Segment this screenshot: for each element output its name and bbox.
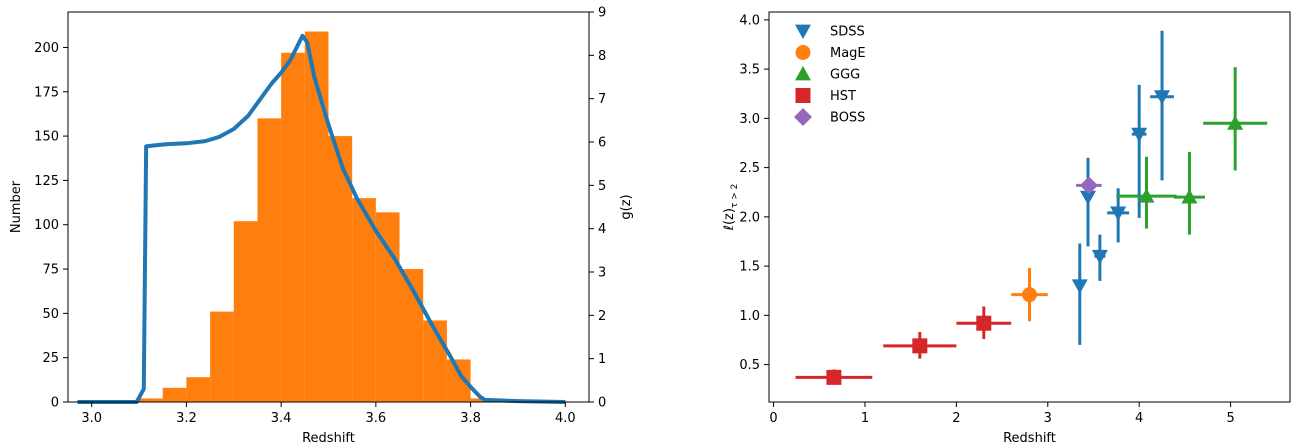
right-y-axis-title-main: ℓ(z) (722, 208, 737, 231)
hst-marker (826, 370, 841, 385)
histogram-bar (210, 312, 234, 402)
y2-tick-label: 4 (598, 222, 606, 237)
x-tick-label: 3.2 (176, 411, 197, 426)
legend-label-ggg: GGG (830, 68, 860, 83)
y-tick-label: 25 (42, 351, 59, 366)
y-tick-label: 200 (34, 41, 59, 56)
x-tick-label: 0 (769, 411, 777, 426)
y-tick-label: 3.0 (739, 112, 760, 127)
histogram-bar (139, 398, 163, 402)
left-y-axis-title: Number (9, 180, 24, 233)
x-tick-label: 1 (861, 411, 869, 426)
y-tick-label: 2.5 (739, 161, 760, 176)
right-y-axis-title: ℓ(z)τ > 2 (722, 184, 740, 232)
x-tick-label: 4 (1135, 411, 1143, 426)
legend-label-hst: HST (830, 89, 856, 104)
x-tick-label: 3.8 (460, 411, 481, 426)
right-chart: 0 1 2 3 4 5 0.5 1.0 1.5 2.0 2.5 3.0 3.5 4.0 SDSS MagE… (722, 12, 1290, 446)
left-x-axis-title: Redshift (302, 431, 355, 446)
y-tick-label: 3.5 (739, 63, 760, 78)
legend-mage-marker (796, 45, 811, 60)
histogram-bar (234, 221, 258, 402)
x-tick-label: 5 (1226, 411, 1234, 426)
left-y2-ticks: 0 1 2 3 4 5 6 7 8 9 (589, 6, 606, 411)
y2-tick-label: 0 (598, 396, 606, 411)
x-tick-label: 3.6 (366, 411, 387, 426)
y-tick-label: 2.0 (739, 210, 760, 225)
histogram-bar (352, 198, 376, 402)
legend-label-mage: MagE (830, 46, 866, 61)
legend-boss-marker (794, 108, 812, 126)
y-tick-label: 100 (34, 218, 59, 233)
y-tick-label: 75 (42, 263, 59, 278)
y-tick-label: 0 (51, 396, 59, 411)
sdss-marker (1092, 250, 1108, 264)
histogram-bar (186, 377, 210, 402)
y-tick-label: 0.5 (739, 358, 760, 373)
legend-label-boss: BOSS (830, 111, 865, 126)
legend-label-sdss: SDSS (830, 25, 865, 40)
legend-sdss-marker (795, 25, 811, 39)
right-x-axis-title: Redshift (1003, 431, 1056, 446)
right-x-ticks: 0 1 2 3 4 5 (769, 402, 1234, 426)
mage-marker (1022, 287, 1037, 302)
y-tick-label: 125 (34, 174, 59, 189)
y2-tick-label: 1 (598, 352, 606, 367)
hst-marker (912, 338, 927, 353)
y-tick-label: 150 (34, 130, 59, 145)
right-y-ticks: 0.5 1.0 1.5 2.0 2.5 3.0 3.5 4.0 (739, 13, 769, 373)
y-tick-label: 50 (42, 307, 59, 322)
histogram-bar (376, 212, 400, 402)
y2-tick-label: 5 (598, 179, 606, 194)
data-markers (826, 90, 1243, 385)
y2-tick-label: 7 (598, 92, 606, 107)
y2-tick-label: 6 (598, 136, 606, 151)
legend-hst-marker (796, 88, 811, 103)
y-tick-label: 1.5 (739, 260, 760, 275)
y-tick-label: 1.0 (739, 309, 760, 324)
error-bars (796, 31, 1268, 385)
left-x-ticks: 3.0 3.2 3.4 3.6 3.8 4.0 (81, 402, 575, 426)
left-y-ticks: 0 25 50 75 100 125 150 175 200 (34, 41, 68, 411)
x-tick-label: 4.0 (555, 411, 576, 426)
histogram-bar (163, 388, 187, 402)
sdss-marker (1072, 279, 1088, 293)
legend: SDSS MagE GGG HST BOSS (794, 25, 866, 127)
x-tick-label: 2 (952, 411, 960, 426)
hst-marker (976, 316, 991, 331)
legend-ggg-marker (795, 66, 811, 80)
y-tick-label: 4.0 (739, 13, 760, 28)
x-tick-label: 3.4 (271, 411, 292, 426)
y2-tick-label: 3 (598, 266, 606, 281)
x-tick-label: 3 (1044, 411, 1052, 426)
y2-tick-label: 2 (598, 309, 606, 324)
y2-tick-label: 9 (598, 6, 606, 21)
histogram-bar (281, 53, 305, 402)
y2-tick-label: 8 (598, 49, 606, 64)
histogram-bar (257, 118, 281, 402)
right-y-axis-title-sub: τ > 2 (730, 184, 740, 208)
left-y2-axis-title: g(z) (619, 194, 634, 219)
y-tick-label: 175 (34, 85, 59, 100)
x-tick-label: 3.0 (81, 411, 102, 426)
left-chart: 3.0 3.2 3.4 3.6 3.8 4.0 025507510012515017520… (9, 6, 634, 446)
